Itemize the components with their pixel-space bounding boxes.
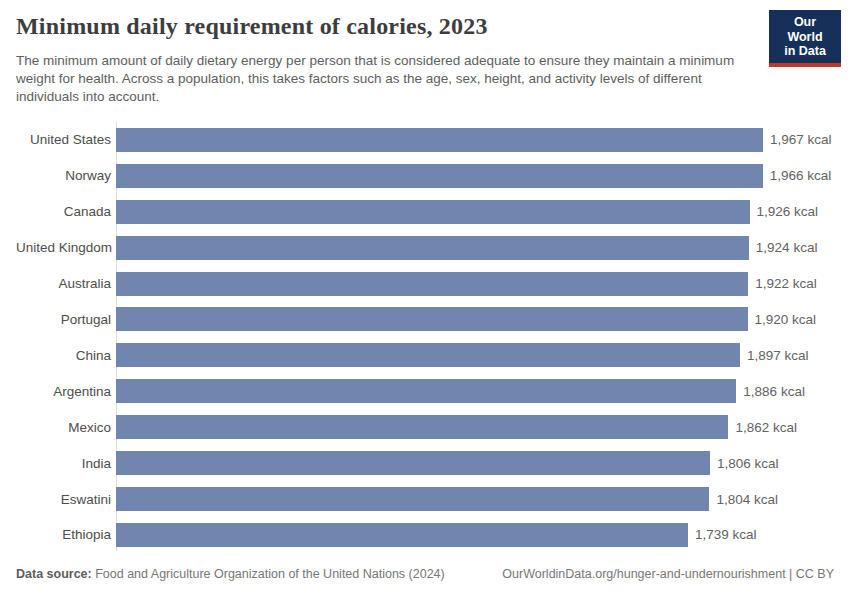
bar[interactable] — [116, 200, 750, 224]
bar[interactable] — [116, 451, 710, 475]
chart-page: Minimum daily requirement of calories, 2… — [0, 0, 850, 600]
value-label: 1,897 kcal — [747, 348, 809, 363]
data-source-label: Data source: — [16, 567, 92, 581]
bar[interactable] — [116, 236, 749, 260]
bar-row: Norway 1,966 kcal — [16, 158, 834, 194]
bar-row: United Kingdom 1,924 kcal — [16, 230, 834, 266]
bar-row: China 1,897 kcal — [16, 337, 834, 373]
bar[interactable] — [116, 307, 748, 331]
value-label: 1,739 kcal — [695, 527, 757, 542]
value-label: 1,967 kcal — [770, 132, 832, 147]
value-label: 1,920 kcal — [755, 312, 817, 327]
country-label: China — [16, 348, 116, 363]
bar[interactable] — [116, 523, 688, 547]
bar-row: India 1,806 kcal — [16, 445, 834, 481]
owid-logo-line1: Our World — [777, 15, 833, 44]
owid-logo-line2: in Data — [777, 44, 833, 59]
value-label: 1,806 kcal — [717, 456, 779, 471]
bar-chart: United States 1,967 kcal Norway 1,966 kcal C… — [16, 122, 834, 553]
bar[interactable] — [116, 343, 740, 367]
data-source-text: Food and Agriculture Organization of the… — [92, 567, 445, 581]
bar-row: Canada 1,926 kcal — [16, 194, 834, 230]
country-label: United Kingdom — [16, 240, 116, 255]
value-label: 1,804 kcal — [716, 492, 778, 507]
bar-row: Eswatini 1,804 kcal — [16, 481, 834, 517]
value-label: 1,924 kcal — [756, 240, 818, 255]
country-label: Mexico — [16, 420, 116, 435]
value-label: 1,922 kcal — [755, 276, 817, 291]
bar[interactable] — [116, 487, 709, 511]
bar-row: Argentina 1,886 kcal — [16, 373, 834, 409]
bar-row: Mexico 1,862 kcal — [16, 409, 834, 445]
value-label: 1,926 kcal — [757, 204, 819, 219]
chart-footer: Data source: Food and Agriculture Organi… — [16, 567, 834, 581]
country-label: Ethiopia — [16, 527, 116, 542]
credit-link[interactable]: OurWorldinData.org/hunger-and-undernouri… — [502, 567, 834, 581]
country-label: Eswatini — [16, 492, 116, 507]
country-label: Norway — [16, 168, 116, 183]
bar[interactable] — [116, 164, 763, 188]
bar-row: Portugal 1,920 kcal — [16, 302, 834, 338]
chart-subtitle: The minimum amount of daily dietary ener… — [16, 52, 754, 106]
value-label: 1,966 kcal — [770, 168, 832, 183]
bar-row: Australia 1,922 kcal — [16, 266, 834, 302]
bar-rows: United States 1,967 kcal Norway 1,966 kcal C… — [16, 122, 834, 553]
data-source-note: Data source: Food and Agriculture Organi… — [16, 567, 445, 581]
country-label: Australia — [16, 276, 116, 291]
bar-row: Ethiopia 1,739 kcal — [16, 517, 834, 553]
bar[interactable] — [116, 415, 728, 439]
bar-row: United States 1,967 kcal — [16, 122, 834, 158]
bar[interactable] — [116, 128, 763, 152]
country-label: India — [16, 456, 116, 471]
country-label: United States — [16, 132, 116, 147]
value-label: 1,886 kcal — [743, 384, 805, 399]
country-label: Portugal — [16, 312, 116, 327]
bar[interactable] — [116, 272, 748, 296]
owid-logo[interactable]: Our World in Data — [769, 10, 841, 67]
bar[interactable] — [116, 379, 736, 403]
country-label: Canada — [16, 204, 116, 219]
page-title: Minimum daily requirement of calories, 2… — [16, 13, 488, 40]
country-label: Argentina — [16, 384, 116, 399]
value-label: 1,862 kcal — [735, 420, 797, 435]
